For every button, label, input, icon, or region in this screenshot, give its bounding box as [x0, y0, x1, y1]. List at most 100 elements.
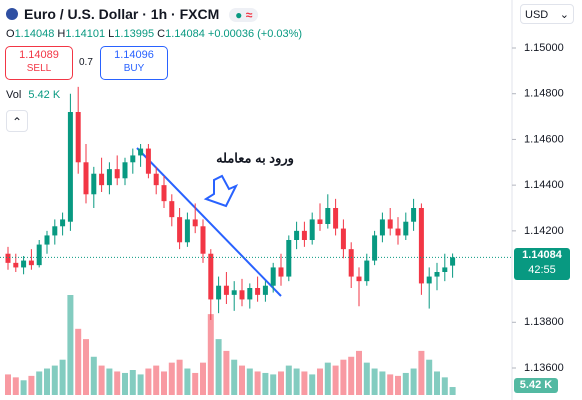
candle-body: [333, 208, 339, 229]
candle-body: [411, 208, 417, 222]
candle-body: [21, 260, 27, 268]
candle-body: [348, 249, 354, 277]
candle-body: [301, 230, 307, 240]
buy-price: 1.14096: [114, 49, 154, 61]
volume-bar: [402, 372, 409, 395]
buy-button[interactable]: 1.14096 BUY: [100, 46, 168, 80]
volume-bar: [20, 380, 27, 395]
volume-bar: [426, 359, 433, 395]
candle-body: [122, 162, 128, 179]
volume-bar: [387, 374, 394, 395]
candle-body: [60, 219, 66, 227]
volume-bar: [395, 375, 401, 395]
volume-bar: [239, 365, 245, 395]
candle-body: [184, 219, 190, 243]
candle-body: [426, 276, 432, 284]
volume-bar: [317, 368, 323, 395]
y-tick-label: 1.14600: [524, 133, 564, 145]
volume-bar: [59, 359, 66, 395]
candle-body: [317, 219, 323, 224]
volume-bar: [223, 350, 230, 395]
ohlc-value: 1.13995: [114, 28, 155, 40]
candle-body: [356, 276, 362, 282]
candle-body: [247, 288, 253, 300]
candle-body: [223, 285, 229, 295]
volume-bar: [340, 359, 347, 395]
candle-body: [255, 288, 261, 295]
candle-body: [450, 257, 456, 266]
trend-line: [136, 147, 282, 297]
y-tick-label: 1.14200: [524, 225, 564, 237]
candle-body: [36, 244, 42, 266]
volume-bar: [262, 372, 269, 395]
candle-body: [434, 272, 440, 277]
candle-body: [91, 173, 97, 195]
price-label: 1.14084 42:55: [514, 248, 570, 280]
buy-label: BUY: [123, 63, 145, 74]
candle-body: [67, 112, 73, 222]
collapse-button[interactable]: ⌃: [6, 110, 28, 132]
annotation: ورود به معامله: [216, 150, 294, 166]
volume-bar: [168, 362, 175, 395]
candle-body: [44, 235, 50, 245]
volume-bar: [176, 359, 183, 395]
y-tick-label: 1.14400: [524, 179, 564, 191]
volume-bar: [246, 368, 253, 395]
candle-body: [340, 228, 346, 250]
volume-axis-label: 5.42 K: [514, 378, 558, 393]
volume-bar: [348, 356, 355, 395]
candle-body: [395, 228, 401, 236]
arrow-drawing: [203, 174, 239, 208]
volume-bar: [207, 314, 214, 395]
volume-bar: [184, 368, 191, 395]
candle-body: [28, 260, 34, 266]
volume-bar: [83, 339, 89, 395]
y-tick-label: 1.14800: [524, 88, 564, 100]
volume-bar: [418, 350, 425, 395]
candle-body: [153, 173, 159, 186]
candle-body: [52, 226, 58, 236]
header: Euro / U.S. Dollar · 1h · FXCM ● ≈: [6, 6, 259, 22]
y-tick-label: 1.15000: [524, 42, 564, 54]
volume-bar: [122, 372, 128, 395]
candle-body: [325, 208, 331, 224]
candle-body: [83, 162, 89, 195]
ohlc-legend: O1.14048 H1.14101 L1.13995 C1.14084 +0.0…: [6, 28, 302, 40]
candle-body: [364, 260, 370, 282]
volume-bar: [98, 365, 105, 395]
volume-bar: [90, 356, 97, 395]
volume-bar: [278, 371, 284, 395]
volume-bar: [449, 387, 456, 395]
candle-body: [387, 219, 393, 229]
volume-bar: [129, 370, 136, 395]
candle-body: [372, 235, 378, 261]
candle-body: [309, 219, 315, 240]
candle-body: [270, 267, 276, 286]
y-tick-label: 1.13800: [524, 316, 564, 328]
candle-body: [208, 253, 214, 300]
volume-bar: [153, 365, 160, 395]
candle-body: [239, 290, 245, 300]
volume-bar: [309, 374, 316, 395]
volume-bar: [332, 365, 339, 395]
volume-bar: [114, 371, 121, 395]
candle-body: [106, 169, 112, 186]
volume-bar: [285, 365, 292, 395]
volume-bar: [371, 368, 378, 395]
volume-bar: [379, 371, 386, 395]
currency-selector[interactable]: USD ⌄: [520, 4, 574, 24]
countdown: 42:55: [528, 264, 556, 276]
candle-body: [200, 226, 206, 254]
volume-bar: [215, 339, 222, 395]
volume-bar: [410, 368, 417, 395]
candle-body: [379, 219, 385, 236]
ohlc-label: O: [6, 28, 15, 40]
candle-body: [75, 112, 81, 163]
sell-button[interactable]: 1.14089 SELL: [5, 46, 73, 80]
volume-bar: [363, 362, 370, 395]
volume-bar: [5, 374, 11, 395]
volume-title: Vol: [6, 89, 22, 101]
y-tick-label: 1.13600: [524, 362, 564, 374]
volume-bar: [301, 371, 308, 395]
volume-bar: [75, 328, 82, 395]
